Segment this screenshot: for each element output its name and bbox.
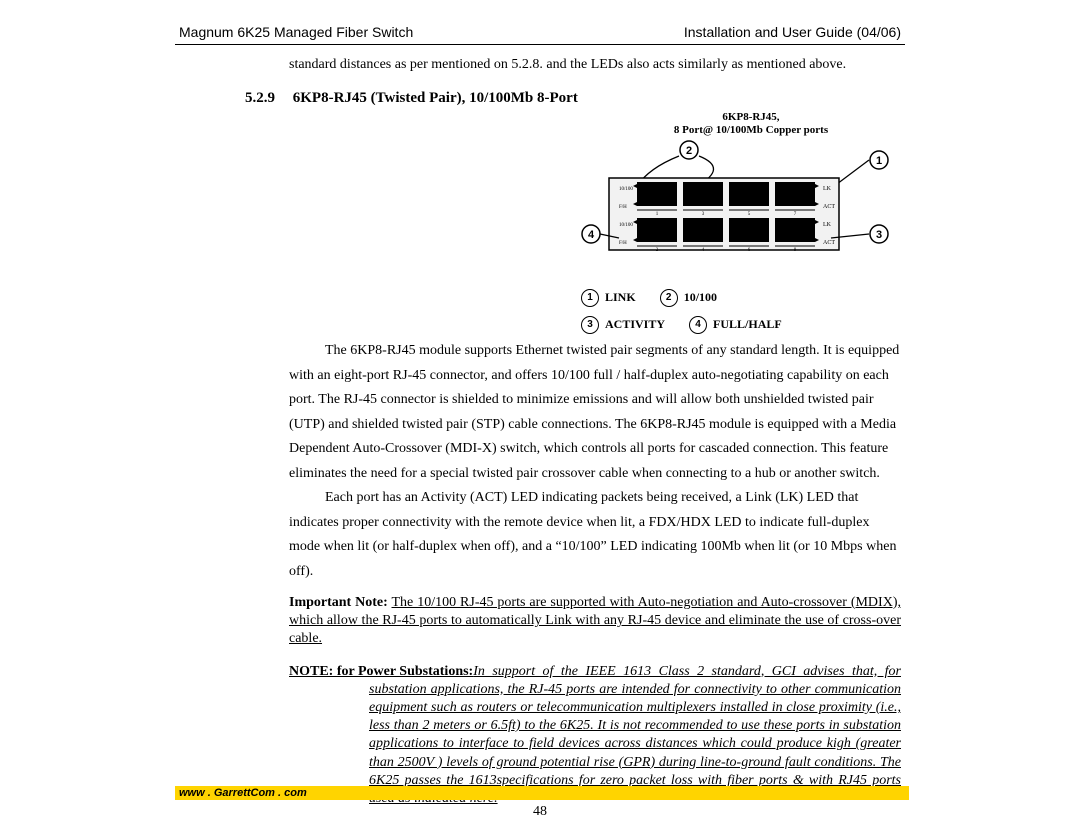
svg-text:LK: LK [823, 186, 832, 192]
legend-row-2: 3 ACTIVITY 4 FULL/HALF [569, 314, 901, 335]
note2-text: In support of the IEEE 1613 Class 2 stan… [369, 664, 901, 806]
svg-text:4: 4 [588, 229, 595, 241]
svg-text:1: 1 [876, 155, 882, 167]
legend-num-4: 4 [689, 316, 707, 334]
legend-num-3: 3 [581, 316, 599, 334]
svg-text:LK: LK [823, 222, 832, 228]
legend-label-10100: 10/100 [684, 287, 717, 308]
legend-row-1: 1 LINK 2 10/100 [569, 287, 901, 308]
paragraph-1-wrap: 6KP8-RJ45, 8 Port@ 10/100Mb Copper ports… [175, 111, 905, 487]
legend-num-2: 2 [660, 289, 678, 307]
footer-bar: www . GarrettCom . com [175, 786, 909, 800]
note2-label: NOTE: for Power Substations: [289, 664, 473, 679]
section-number: 5.2.9 [245, 90, 289, 107]
note1-label: Important Note: [289, 595, 388, 610]
legend-label-activity: ACTIVITY [605, 314, 665, 335]
module-figure: 6KP8-RJ45, 8 Port@ 10/100Mb Copper ports… [569, 111, 901, 336]
svg-text:2: 2 [686, 145, 692, 157]
page-number: 48 [0, 804, 1080, 820]
page-header: Magnum 6K25 Managed Fiber Switch Install… [175, 24, 905, 45]
footer-url: www . GarrettCom . com [179, 787, 307, 799]
svg-text:10/100: 10/100 [619, 223, 633, 228]
intro-text: standard distances as per mentioned on 5… [175, 53, 905, 78]
svg-text:F/H: F/H [619, 205, 627, 210]
svg-text:ACT: ACT [823, 240, 835, 246]
svg-text:F/H: F/H [619, 241, 627, 246]
section-title: 6KP8-RJ45 (Twisted Pair), 10/100Mb 8-Por… [293, 90, 578, 106]
important-note: Important Note: The 10/100 RJ-45 ports a… [175, 594, 905, 649]
legend-label-link: LINK [605, 287, 636, 308]
legend-num-1: 1 [581, 289, 599, 307]
svg-text:ACT: ACT [823, 204, 835, 210]
svg-text:3: 3 [876, 229, 882, 241]
paragraph-2: Each port has an Activity (ACT) LED indi… [175, 486, 905, 584]
figure-title-2: 8 Port@ 10/100Mb Copper ports [569, 124, 901, 138]
header-left: Magnum 6K25 Managed Fiber Switch [179, 24, 413, 40]
svg-text:10/100: 10/100 [619, 187, 633, 192]
legend-label-fullhalf: FULL/HALF [713, 314, 782, 335]
header-right: Installation and User Guide (04/06) [684, 24, 901, 40]
figure-title-1: 6KP8-RJ45, [569, 111, 901, 125]
module-diagram: 2 1 10/100 F/H 10/100 F/H [569, 138, 901, 278]
section-heading: 5.2.9 6KP8-RJ45 (Twisted Pair), 10/100Mb… [175, 90, 905, 107]
para1-text: The 6KP8-RJ45 module supports Ethernet t… [289, 339, 901, 486]
